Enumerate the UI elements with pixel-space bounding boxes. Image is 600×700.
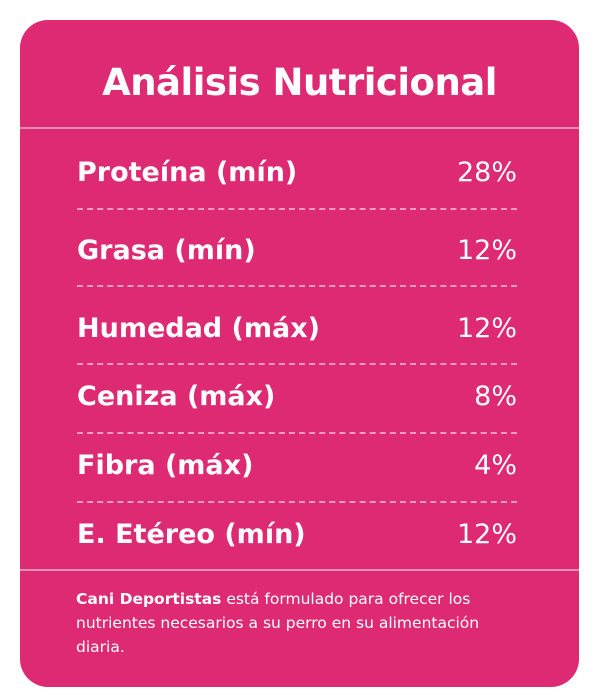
nutrient-row-protein: Proteína (mín) 28% <box>77 154 517 190</box>
nutrient-label: E. Etéreo (mín) <box>77 518 306 550</box>
nutrient-value: 12% <box>456 234 517 266</box>
nutrient-value: 4% <box>474 449 517 481</box>
nutrient-value: 8% <box>474 380 517 412</box>
nutrient-label: Proteína (mín) <box>77 156 298 188</box>
nutrient-value: 12% <box>456 312 517 344</box>
nutrient-label: Fibra (máx) <box>77 449 254 481</box>
row-divider <box>77 501 517 503</box>
note-text: está formulado para ofrecer los nutrient… <box>76 590 480 656</box>
nutrient-row-ash: Ceniza (máx) 8% <box>77 378 517 414</box>
nutrient-row-fat: Grasa (mín) 12% <box>77 232 517 268</box>
nutrient-row-ether-extract: E. Etéreo (mín) 12% <box>77 516 517 552</box>
footer-note: Cani Deportistas está formulado para ofr… <box>76 587 526 659</box>
nutrient-label: Ceniza (máx) <box>77 380 276 412</box>
nutrient-row-fiber: Fibra (máx) 4% <box>77 447 517 483</box>
brand-name: Cani Deportistas <box>76 590 222 608</box>
row-divider <box>77 363 517 365</box>
footer-divider <box>20 569 579 571</box>
card-title: Análisis Nutricional <box>102 61 497 104</box>
nutrient-value: 12% <box>456 518 517 550</box>
nutrient-row-moisture: Humedad (máx) 12% <box>77 310 517 346</box>
nutrient-label: Humedad (máx) <box>77 312 320 344</box>
title-divider <box>20 127 579 129</box>
nutrient-label: Grasa (mín) <box>77 234 256 266</box>
nutrient-value: 28% <box>456 156 517 188</box>
nutrition-card: Análisis Nutricional Proteína (mín) 28% … <box>20 20 579 687</box>
row-divider <box>77 432 517 434</box>
row-divider <box>77 285 517 287</box>
row-divider <box>77 208 517 210</box>
